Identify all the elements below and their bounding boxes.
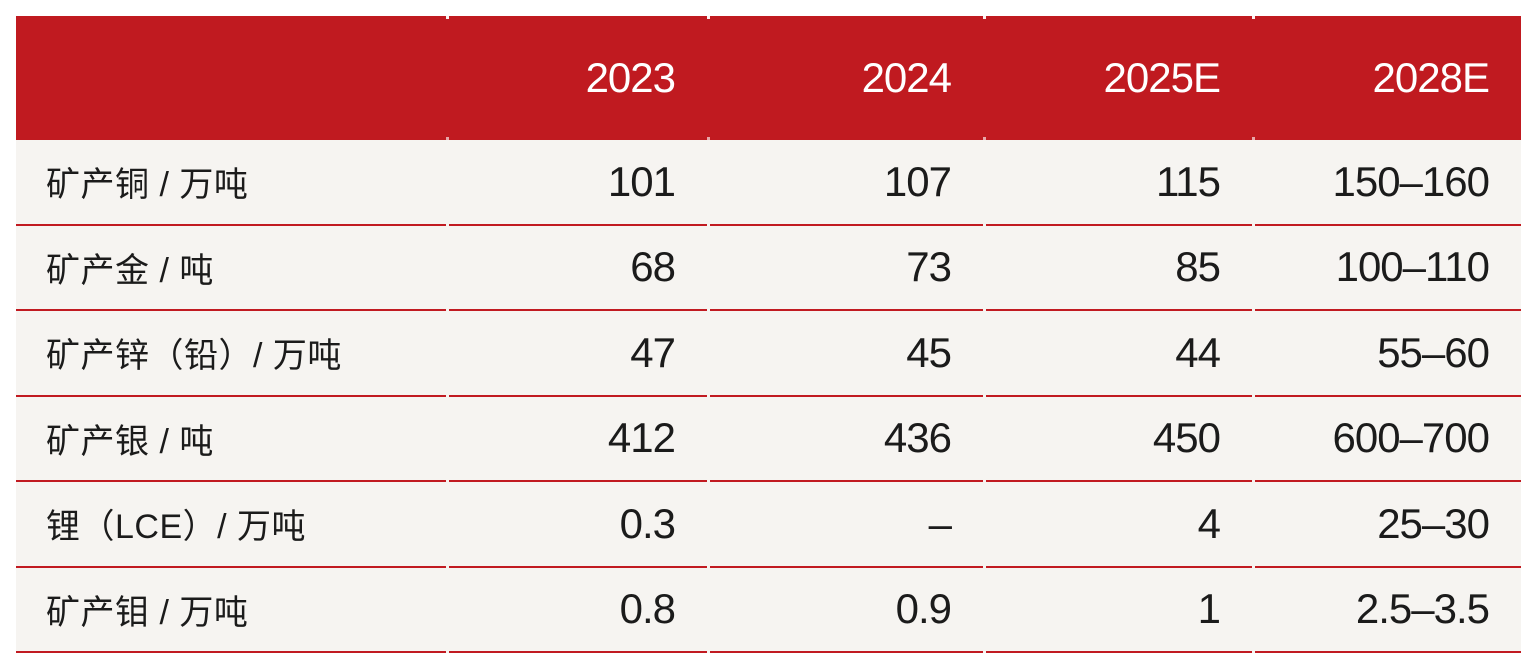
row-label-lithium: 锂（LCE）/ 万吨 xyxy=(16,482,446,568)
cell-copper-2028e: 150–160 xyxy=(1255,140,1521,226)
table-row: 矿产钼 / 万吨 0.8 0.9 1 2.5–3.5 xyxy=(16,567,1521,653)
cell-lithium-2025e: 4 xyxy=(986,482,1252,568)
cell-zinc-2028e: 55–60 xyxy=(1255,311,1521,397)
column-boundary-tick xyxy=(707,137,710,140)
cell-lithium-2024: – xyxy=(710,482,983,568)
table-row: 矿产金 / 吨 68 73 85 100–110 xyxy=(16,225,1521,311)
table-row: 锂（LCE）/ 万吨 0.3 – 4 25–30 xyxy=(16,482,1521,568)
cell-molybdenum-2025e: 1 xyxy=(986,568,1252,653)
table-row: 矿产铜 / 万吨 101 107 115 150–160 xyxy=(16,140,1521,226)
table-row: 矿产锌（铅）/ 万吨 47 45 44 55–60 xyxy=(16,311,1521,397)
cell-copper-2024: 107 xyxy=(710,140,983,226)
column-boundary-tick xyxy=(446,16,449,19)
column-boundary-tick xyxy=(1252,16,1255,19)
column-boundary-tick xyxy=(983,16,986,19)
cell-gold-2023: 68 xyxy=(449,226,707,311)
cell-zinc-2024: 45 xyxy=(710,311,983,397)
cell-lithium-2028e: 25–30 xyxy=(1255,482,1521,568)
header-corner-cell xyxy=(16,16,446,140)
cell-zinc-2023: 47 xyxy=(449,311,707,397)
cell-copper-2025e: 115 xyxy=(986,140,1252,226)
cell-molybdenum-2024: 0.9 xyxy=(710,568,983,653)
row-label-gold: 矿产金 / 吨 xyxy=(16,226,446,311)
cell-molybdenum-2023: 0.8 xyxy=(449,568,707,653)
cell-copper-2023: 101 xyxy=(449,140,707,226)
column-header-2025e: 2025E xyxy=(1103,54,1221,101)
cell-silver-2023: 412 xyxy=(449,397,707,482)
cell-molybdenum-2028e: 2.5–3.5 xyxy=(1255,568,1521,653)
cell-gold-2028e: 100–110 xyxy=(1255,226,1521,311)
cell-silver-2025e: 450 xyxy=(986,397,1252,482)
table-header-row: 2023 2024 2025E 2028E xyxy=(16,16,1521,140)
row-label-zinc-lead: 矿产锌（铅）/ 万吨 xyxy=(16,311,446,397)
production-table: 2023 2024 2025E 2028E 矿产铜 / 万吨 101 107 1… xyxy=(16,16,1521,653)
column-header-2023: 2023 xyxy=(585,54,676,101)
row-label-molybdenum: 矿产钼 / 万吨 xyxy=(16,568,446,653)
column-boundary-tick xyxy=(1252,137,1255,140)
column-boundary-tick xyxy=(446,137,449,140)
table-row: 矿产银 / 吨 412 436 450 600–700 xyxy=(16,396,1521,482)
cell-silver-2028e: 600–700 xyxy=(1255,397,1521,482)
cell-zinc-2025e: 44 xyxy=(986,311,1252,397)
cell-lithium-2023: 0.3 xyxy=(449,482,707,568)
row-label-copper: 矿产铜 / 万吨 xyxy=(16,140,446,226)
row-label-silver: 矿产银 / 吨 xyxy=(16,397,446,482)
cell-gold-2025e: 85 xyxy=(986,226,1252,311)
column-header-2028e: 2028E xyxy=(1372,54,1490,101)
column-boundary-tick xyxy=(707,16,710,19)
cell-gold-2024: 73 xyxy=(710,226,983,311)
column-header-2024: 2024 xyxy=(861,54,952,101)
column-boundary-tick xyxy=(983,137,986,140)
cell-silver-2024: 436 xyxy=(710,397,983,482)
